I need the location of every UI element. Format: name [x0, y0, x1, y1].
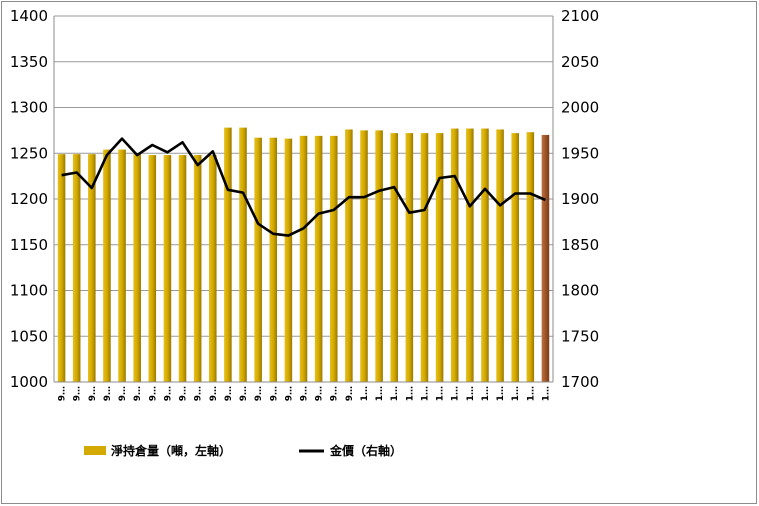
x-tick-label: 1… — [451, 386, 461, 401]
left-tick-label: 1400 — [10, 7, 48, 25]
x-tick-label: 9… — [118, 386, 128, 401]
bar — [178, 155, 187, 382]
bar — [329, 135, 338, 382]
x-tick-label: 1… — [421, 386, 431, 401]
bar — [375, 130, 383, 382]
left-tick-label: 1000 — [10, 373, 48, 391]
x-tick-label: 9… — [315, 386, 325, 401]
bar — [466, 128, 474, 382]
bar — [57, 154, 66, 382]
legend: 淨持倉量（噸，左軸） 金價（右軸） — [84, 443, 402, 458]
x-tick-label: 1… — [526, 386, 536, 401]
left-tick-label: 1150 — [10, 236, 48, 254]
bar — [345, 129, 353, 382]
bar — [526, 132, 535, 382]
x-tick-label: 1… — [481, 386, 491, 401]
bar — [496, 129, 504, 382]
x-tick-label: 9… — [254, 386, 264, 401]
left-tick-label: 1200 — [10, 190, 48, 208]
legend-bar-swatch — [84, 446, 106, 455]
left-tick-label: 1350 — [10, 53, 48, 71]
x-tick-label: 1… — [511, 386, 521, 401]
bar — [72, 154, 81, 382]
bar — [450, 128, 459, 382]
bar — [269, 137, 278, 382]
x-tick-label: 1… — [390, 386, 400, 401]
bar — [239, 127, 247, 382]
x-tick-label: 9… — [58, 386, 68, 401]
left-tick-label: 1300 — [10, 99, 48, 117]
bar — [163, 155, 172, 382]
right-tick-label: 1800 — [561, 282, 599, 300]
bar — [208, 155, 217, 382]
price-line — [61, 137, 546, 237]
x-tick-label: 9… — [133, 386, 143, 401]
bar — [193, 155, 202, 382]
bar — [224, 127, 232, 382]
bar — [541, 134, 550, 382]
x-tick-label: 1… — [360, 386, 370, 401]
x-tick-label: 1… — [466, 386, 476, 401]
x-tick-label: 9… — [73, 386, 83, 401]
x-tick-label: 1… — [541, 386, 551, 401]
bar — [405, 133, 414, 382]
left-tick-label: 1250 — [10, 144, 48, 162]
x-tick-label: 9… — [194, 386, 204, 401]
right-tick-label: 1750 — [561, 327, 599, 345]
x-tick-label: 1… — [405, 386, 415, 401]
right-tick-label: 1700 — [561, 373, 599, 391]
bar — [284, 138, 293, 382]
x-tick-label: 9… — [103, 386, 113, 401]
x-tick-label: 9… — [163, 386, 173, 401]
right-tick-label: 2000 — [561, 99, 599, 117]
right-tick-label: 2050 — [561, 53, 599, 71]
bar — [360, 130, 368, 382]
x-tick-label: 9… — [224, 386, 234, 401]
right-tick-label: 2100 — [561, 7, 599, 25]
bar — [314, 135, 323, 382]
bar — [481, 128, 489, 382]
x-tick-label: 1… — [436, 386, 446, 401]
x-tick-label: 1… — [496, 386, 506, 401]
bar-series — [57, 127, 550, 382]
bar — [435, 133, 444, 382]
x-tick-label: 1… — [375, 386, 385, 401]
right-tick-label: 1850 — [561, 236, 599, 254]
x-tick-label: 9… — [239, 386, 249, 401]
bar — [133, 154, 141, 382]
x-tick-label: 9… — [300, 386, 310, 401]
left-tick-labels: 1000 1050 1100 1150 1200 1250 1300 1350 1400 — [10, 7, 48, 391]
x-tick-label: 9… — [179, 386, 189, 401]
x-tick-label: 9… — [269, 386, 279, 401]
bar — [420, 133, 429, 382]
x-tick-label: 9… — [88, 386, 98, 401]
x-tick-label: 9… — [209, 386, 219, 401]
bar — [390, 133, 399, 382]
bar — [118, 149, 126, 382]
left-tick-label: 1050 — [10, 327, 48, 345]
x-tick-label: 9… — [284, 386, 294, 401]
left-tick-label: 1100 — [10, 282, 48, 300]
bar — [88, 154, 96, 382]
legend-bar-label: 淨持倉量（噸，左軸） — [110, 443, 231, 458]
legend-line-label: 金價（右軸） — [329, 443, 402, 458]
x-tick-label: 9… — [148, 386, 158, 401]
bar — [254, 137, 262, 382]
x-tick-label: 9… — [330, 386, 340, 401]
bar — [299, 135, 308, 382]
x-tick-labels: 9… 9… 9… 9… 9… 9… 9… 9… 9… 9… 9… 9… 9… 9… 9… 9… 9… 9… 9… 9…… — [58, 386, 552, 401]
x-tick-label: 9… — [345, 386, 355, 401]
right-tick-label: 1950 — [561, 144, 599, 162]
right-tick-labels: 1700 1750 1800 1850 1900 1950 2000 2050 2100 — [561, 7, 599, 391]
bar — [148, 155, 157, 382]
bar — [511, 133, 519, 382]
bar — [103, 149, 111, 382]
right-tick-label: 1900 — [561, 190, 599, 208]
